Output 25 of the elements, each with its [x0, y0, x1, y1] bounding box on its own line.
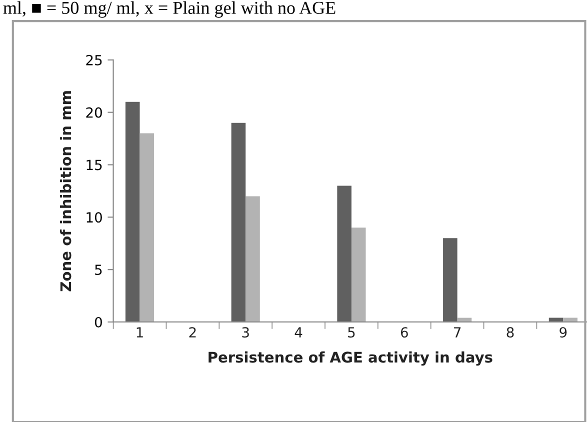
- y-axis-title: Zone of inhibition in mm: [60, 91, 72, 292]
- y-tick-label: 10: [86, 212, 102, 223]
- bar: [125, 102, 140, 322]
- bar: [337, 186, 352, 322]
- x-tick-label: 2: [189, 327, 196, 338]
- y-tick-label: 20: [86, 107, 102, 118]
- y-tick-label: 25: [86, 54, 102, 66]
- x-tick-label: 5: [348, 327, 355, 338]
- y-tick-label: 15: [86, 160, 102, 170]
- y-tick-label: 0: [94, 316, 102, 328]
- text: ml, ■ = 50 mg/ ml, x = Plain gel with no AGE: [3, 1, 336, 18]
- x-tick-label: 1: [136, 327, 143, 338]
- x-tick-label: 7: [454, 327, 461, 338]
- x-tick-label: 9: [560, 327, 567, 338]
- x-tick-label: 3: [242, 327, 249, 338]
- bar: [443, 238, 458, 322]
- x-tick-label: 4: [294, 327, 302, 338]
- bar: [231, 122, 246, 322]
- bar: [351, 228, 366, 322]
- bar: [140, 133, 154, 322]
- x-axis-title: Persistence of AGE activity in days: [208, 351, 492, 366]
- x-tick-label: 6: [400, 327, 408, 338]
- y-tick-label: 5: [95, 264, 102, 276]
- x-tick-label: 8: [506, 327, 514, 338]
- bar: [246, 196, 260, 322]
